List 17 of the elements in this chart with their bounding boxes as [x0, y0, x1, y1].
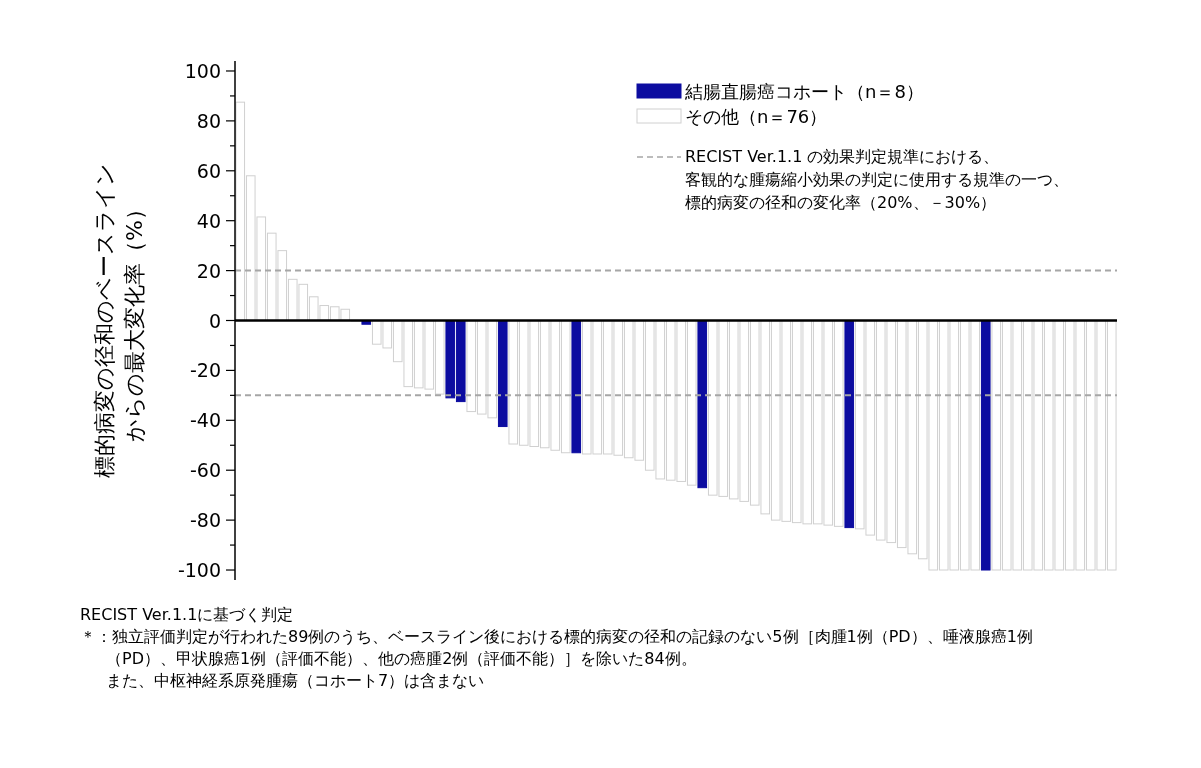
- legend-label: その他（n＝76）: [685, 106, 828, 127]
- y-tick-label: 60: [196, 159, 221, 182]
- legend-label: 結腸直腸癌コホート（n＝8）: [684, 81, 924, 102]
- y-axis-title: 標的病変の径和のベースラインからの最大変化率（%）: [92, 162, 147, 478]
- y-tick-label: 0: [208, 309, 221, 332]
- y-tick-label: 100: [184, 59, 221, 82]
- y-tick-label: 20: [196, 259, 221, 282]
- text: ＊：独立評価判定が行われた89例のうち、ベースライン後における標的病変の径和の記録のない5例［肉腫1例（PD）、唾液腺癌1例（PD）、甲状腺癌1例（評価不能）、他の癌腫2例（評価不能）］を除いた84例。また、中枢神経系原発腫瘍（コホート7）は含まない: [80, 627, 1033, 690]
- text: RECIST Ver.1.1に基づく判定: [80, 605, 294, 624]
- y-tick-label: 80: [196, 109, 221, 132]
- legend-label: RECIST Ver.1.1 の効果判定規準における、客観的な腫瘍縮小効果の判定に使用する規準の一つ、標的病変の径和の変化率（20%、－30%）: [685, 147, 1069, 212]
- y-tick-label: -100: [177, 559, 221, 582]
- y-tick-label: -80: [189, 509, 221, 532]
- y-tick-label: -40: [189, 409, 221, 432]
- y-tick-label: -60: [189, 459, 221, 482]
- y-tick-label: 40: [196, 209, 221, 232]
- y-tick-label: -20: [189, 359, 221, 382]
